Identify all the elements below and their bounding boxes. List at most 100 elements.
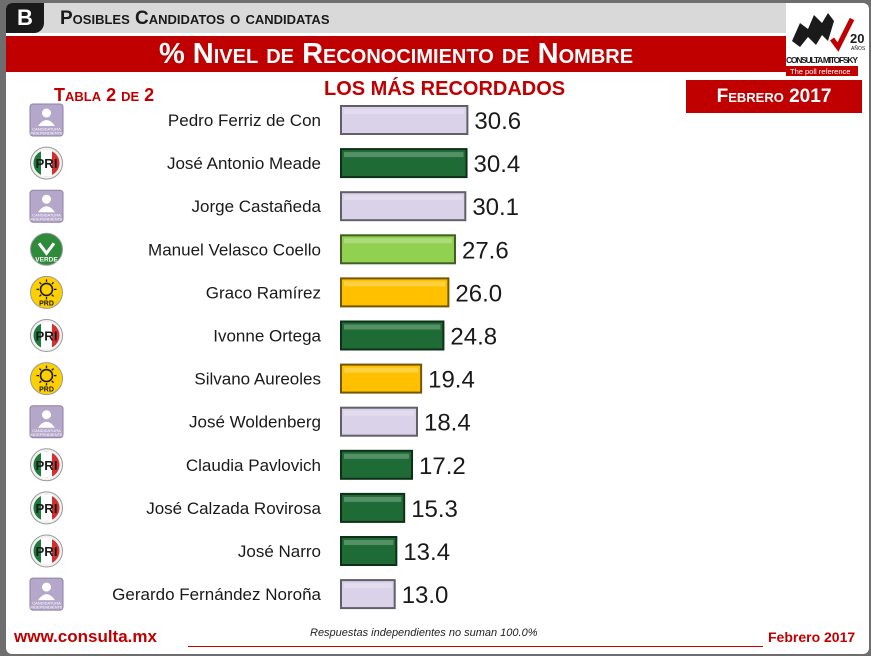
svg-text:PRI: PRI: [36, 501, 58, 516]
category-label: Pedro Ferriz de Con: [168, 111, 321, 130]
bar: [340, 536, 398, 566]
footer-url[interactable]: www.consulta.mx: [14, 627, 157, 646]
person-icon: [42, 194, 51, 204]
value-label: 30.4: [474, 151, 521, 178]
bar-highlight: [344, 324, 441, 330]
value-label: 27.6: [462, 237, 509, 264]
svg-text:INDEPENDIENTE: INDEPENDIENTE: [30, 432, 63, 437]
logo-tagline-bg: [786, 66, 858, 76]
sun-icon: [39, 368, 54, 383]
party-badge-verde: VERDE: [30, 232, 63, 266]
svg-text:PRI: PRI: [36, 458, 58, 473]
bar: [340, 191, 467, 222]
svg-text:CANDIDATURA: CANDIDATURA: [32, 213, 61, 218]
party-badge-pri: PRI: [30, 534, 63, 568]
value-label: 26.0: [455, 280, 502, 307]
bar: [340, 148, 468, 179]
svg-text:PRI: PRI: [36, 544, 58, 559]
person-icon: [42, 582, 51, 592]
value-label: 30.6: [474, 108, 521, 135]
bar-highlight: [344, 152, 464, 158]
title-bar: [6, 36, 786, 72]
value-label: 19.4: [428, 367, 475, 394]
category-label: Claudia Pavlovich: [186, 456, 321, 475]
toucan-icon: [37, 242, 56, 256]
party-badge-pri: PRI: [30, 448, 63, 482]
slide: B Posibles Candidatos o candidatas % Niv…: [6, 3, 869, 654]
bar-highlight: [344, 583, 392, 589]
logo-anniversary-unit: AÑOS: [851, 45, 866, 52]
logo-tagline: The poll reference: [790, 67, 850, 76]
bar: [340, 406, 418, 437]
category-label: José Calzada Rovirosa: [146, 499, 321, 518]
bar-highlight: [344, 238, 452, 244]
svg-text:CANDIDATURA: CANDIDATURA: [32, 601, 61, 606]
logo-name: CONSULTA MITOFSKY: [786, 55, 858, 65]
svg-text:INDEPENDIENTE: INDEPENDIENTE: [30, 131, 63, 136]
table-label: Tabla 2 de 2: [54, 85, 155, 105]
section-letter: B: [6, 3, 44, 33]
chart-subtitle: LOS MÁS RECORDADOS: [324, 78, 566, 100]
svg-text:PRI: PRI: [36, 329, 58, 344]
value-label: 17.2: [419, 453, 466, 480]
consulta-mitofsky-logo: 20 AÑOS CONSULTA MITOFSKY The poll refer…: [786, 13, 866, 76]
bar: [340, 492, 406, 523]
svg-text:PRD: PRD: [39, 300, 54, 307]
bar: [340, 105, 469, 135]
bar: [340, 320, 445, 351]
bar-highlight: [344, 367, 419, 373]
checkmark-icon: [830, 17, 855, 52]
bar-highlight: [344, 496, 402, 502]
party-badge-prd: PRD: [30, 275, 63, 309]
person-icon: [42, 108, 51, 118]
bar-highlight: [344, 109, 465, 114]
svg-text:INDEPENDIENTE: INDEPENDIENTE: [30, 217, 63, 222]
bar: [340, 449, 414, 480]
svg-text:VERDE: VERDE: [35, 256, 58, 263]
bar: [340, 234, 456, 265]
category-label: Manuel Velasco Coello: [148, 240, 321, 259]
main-title: % Nivel de Reconocimiento de Nombre: [158, 38, 634, 70]
value-label: 30.1: [472, 194, 519, 221]
bar-highlight: [344, 540, 394, 545]
logo-hands-icon: [792, 13, 834, 47]
footer-note: Respuestas independientes no suman 100.0…: [310, 627, 538, 639]
value-label: 13.0: [402, 582, 449, 609]
date-badge: Febrero 2017: [686, 80, 862, 113]
bar-highlight: [344, 410, 414, 416]
party-badge-prd: PRD: [30, 362, 63, 396]
svg-text:PRD: PRD: [39, 387, 54, 394]
svg-text:PRI: PRI: [36, 156, 58, 171]
bar: [340, 363, 423, 394]
party-badge-pri: PRI: [30, 491, 63, 525]
section-title: Posibles Candidatos o candidatas: [60, 8, 330, 29]
bar-highlight: [344, 281, 446, 287]
person-icon: [42, 410, 51, 420]
sun-icon: [39, 282, 54, 297]
value-label: 15.3: [411, 496, 458, 523]
bar: [340, 277, 450, 308]
logo-anniversary: 20: [850, 31, 864, 46]
footer-rule: [188, 646, 763, 647]
category-label: Gerardo Fernández Noroña: [112, 585, 321, 604]
category-label: Ivonne Ortega: [213, 327, 321, 346]
value-label: 18.4: [424, 410, 471, 437]
party-badge-pri: PRI: [30, 319, 63, 352]
value-label: 13.4: [403, 539, 450, 566]
category-label: Graco Ramírez: [206, 283, 321, 302]
bar: [340, 579, 396, 610]
category-label: Silvano Aureoles: [194, 370, 321, 389]
bar-highlight: [344, 453, 410, 459]
bar-highlight: [344, 195, 463, 201]
category-label: José Antonio Meade: [167, 154, 321, 173]
header-bar: [6, 3, 786, 33]
value-label: 24.8: [450, 324, 497, 351]
svg-text:CANDIDATURA: CANDIDATURA: [32, 127, 61, 132]
svg-text:CANDIDATURA: CANDIDATURA: [32, 428, 61, 433]
svg-text:INDEPENDIENTE: INDEPENDIENTE: [30, 605, 63, 610]
